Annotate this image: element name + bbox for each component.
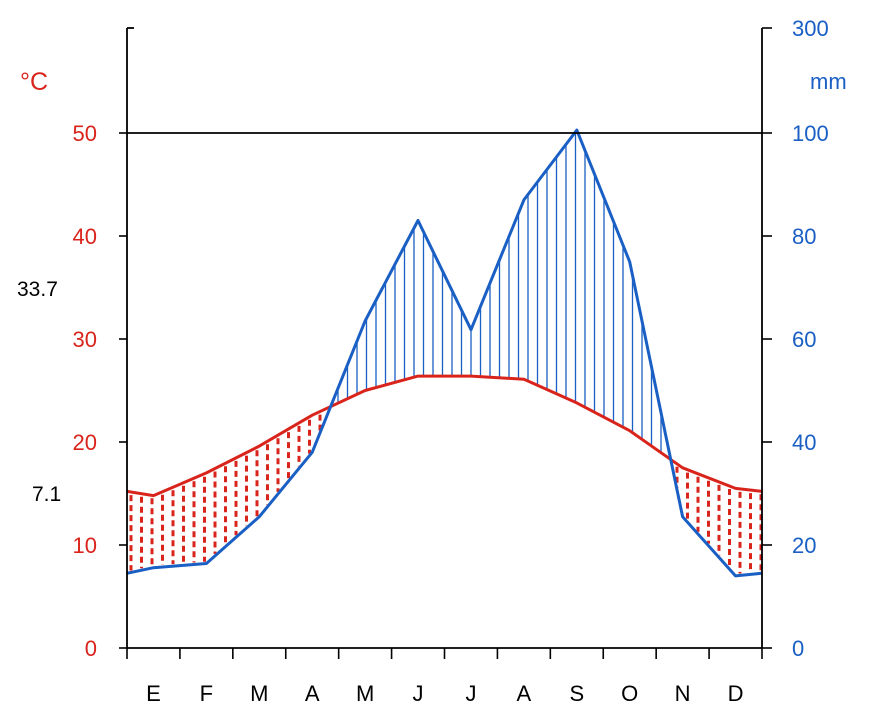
month-label: E [146, 681, 161, 706]
month-label: A [305, 681, 320, 706]
month-label: S [569, 681, 584, 706]
temp-axis-unit: °C [20, 68, 48, 96]
precip-tick-label: 20 [792, 533, 816, 558]
month-label: M [356, 681, 374, 706]
temp-extreme-label: 33.7 [17, 278, 58, 301]
precip-tick-label: 80 [792, 224, 816, 249]
month-label: O [621, 681, 638, 706]
precip-axis-unit: mm [810, 69, 847, 94]
month-label: J [413, 681, 424, 706]
precip-tick-label: 300 [792, 16, 829, 41]
temp-tick-label: 50 [73, 121, 97, 146]
precipitation-line [126, 128, 763, 578]
temp-tick-label: 10 [73, 533, 97, 558]
month-label: J [465, 681, 476, 706]
temp-tick-label: 30 [73, 327, 97, 352]
temperature-line [126, 374, 763, 498]
month-label: M [250, 681, 268, 706]
month-label: F [200, 681, 213, 706]
temp-tick-label: 0 [85, 636, 97, 661]
month-label: N [675, 681, 691, 706]
precip-tick-label: 0 [792, 636, 804, 661]
precip-tick-label: 40 [792, 430, 816, 455]
month-label: A [517, 681, 532, 706]
month-label: D [728, 681, 744, 706]
precip-tick-label: 100 [792, 121, 829, 146]
temp-tick-label: 40 [73, 224, 97, 249]
precip-tick-label: 60 [792, 327, 816, 352]
temp-tick-label: 20 [73, 430, 97, 455]
temp-extreme-label: 7.1 [32, 483, 61, 506]
